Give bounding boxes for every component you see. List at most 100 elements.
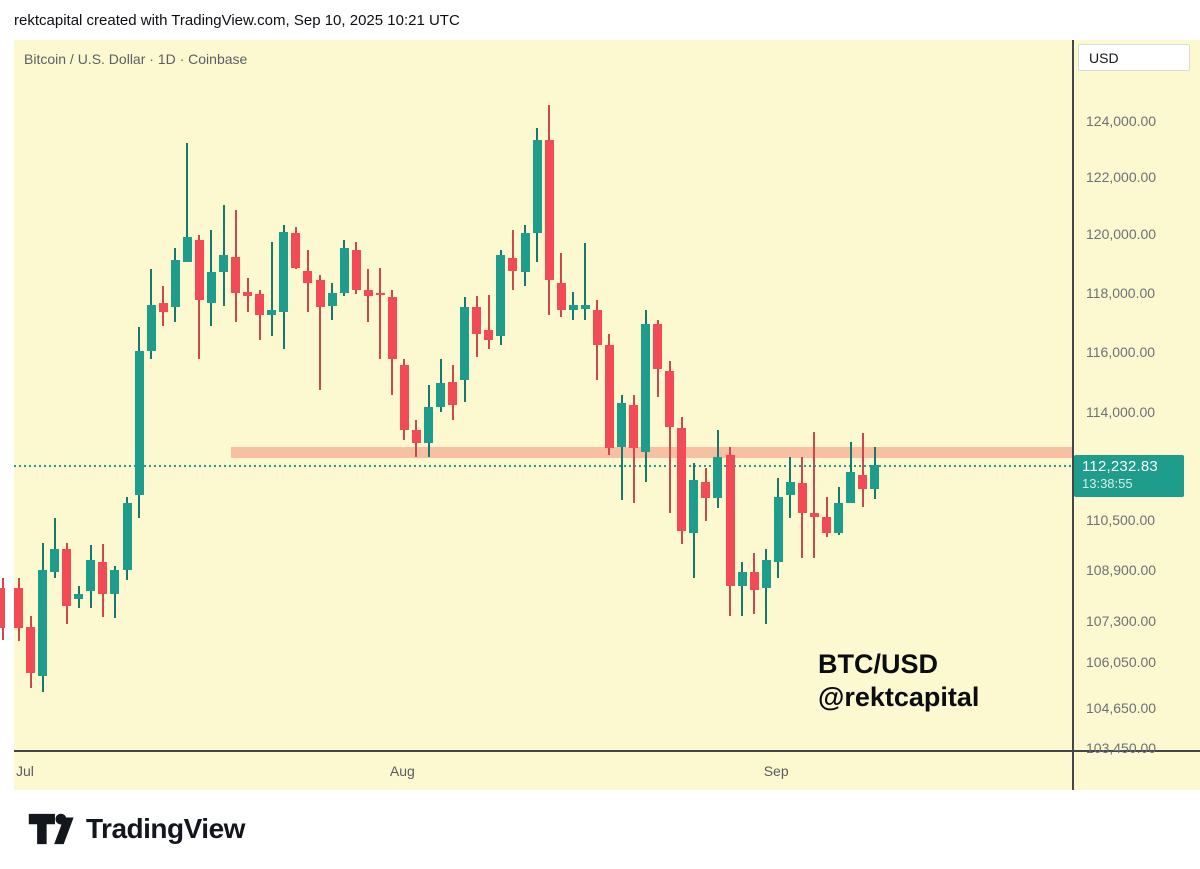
candle [26, 627, 36, 674]
last-price-value: 112,232.83 [1082, 457, 1158, 475]
candle [532, 140, 542, 233]
candle [424, 406, 434, 443]
candle [146, 304, 156, 352]
price-tick: 104,650.00 [1086, 699, 1157, 716]
candle [363, 289, 373, 296]
candle [315, 279, 325, 308]
candle [822, 516, 832, 533]
candle [62, 548, 72, 606]
candle [110, 569, 120, 594]
candle [496, 254, 506, 337]
candle [411, 430, 421, 443]
candle [74, 593, 84, 599]
price-tick: 106,050.00 [1086, 653, 1157, 670]
support-resistance-band[interactable] [231, 447, 1072, 459]
price-axis[interactable] [1074, 40, 1200, 752]
candle [219, 254, 229, 273]
candle [508, 257, 518, 272]
candle [436, 382, 446, 407]
price-tick: 110,500.00 [1086, 511, 1156, 528]
candle [641, 324, 651, 452]
candle [303, 271, 313, 283]
watermark-symbol: BTC/USD [818, 649, 938, 679]
candle [629, 405, 639, 449]
candle [580, 304, 590, 309]
candle [689, 480, 699, 533]
candle [38, 569, 48, 676]
candle [194, 239, 204, 300]
watermark-handle: @rektcapital [818, 682, 980, 712]
candle [387, 296, 397, 360]
candle [339, 247, 349, 293]
time-tick: Sep [763, 763, 789, 779]
price-tick: 118,000.00 [1086, 284, 1156, 301]
candle [448, 381, 458, 406]
candle-wick [379, 268, 382, 360]
price-tick: 114,000.00 [1086, 403, 1156, 420]
candle [460, 307, 470, 380]
watermark: BTC/USD @rektcapital [818, 648, 979, 714]
candle [86, 560, 96, 592]
candle [231, 256, 241, 293]
candle [809, 513, 819, 517]
price-tick: 122,000.00 [1086, 169, 1157, 186]
attribution-text: rektcapital created with TradingView.com… [14, 12, 460, 29]
candle [604, 345, 614, 449]
candle [134, 351, 144, 496]
candle [351, 249, 361, 290]
clipped-candle [0, 588, 5, 628]
candle-wick [584, 242, 587, 320]
candle [50, 548, 60, 573]
candle [870, 465, 880, 489]
candle [399, 365, 409, 431]
candle [206, 272, 216, 303]
bar-countdown: 13:38:55 [1082, 475, 1133, 491]
candle [834, 502, 844, 534]
candle-wick [319, 275, 321, 391]
candle [761, 560, 771, 588]
candle-wick [632, 394, 635, 503]
time-axis-border [14, 750, 1200, 752]
candle-wick [53, 517, 56, 579]
price-tick: 108,900.00 [1086, 562, 1157, 579]
plot-area[interactable] [14, 40, 1072, 752]
candle [158, 302, 168, 312]
candle [617, 403, 626, 448]
time-tick: Jul [16, 763, 34, 779]
price-tick: 120,000.00 [1086, 226, 1157, 243]
candle [14, 587, 23, 629]
candle [858, 475, 868, 489]
candle-wick [741, 561, 744, 616]
price-tick: 107,300.00 [1086, 613, 1157, 630]
symbol-title: Bitcoin / U.S. Dollar · 1D · Coinbase [24, 51, 248, 67]
candle [556, 282, 566, 310]
price-tick: 124,000.00 [1086, 113, 1157, 129]
candle [98, 561, 108, 594]
candle [677, 428, 687, 531]
candle [568, 305, 578, 310]
candle [737, 572, 747, 586]
candle-wick [270, 241, 273, 337]
candle [653, 324, 663, 370]
candle [665, 371, 675, 428]
candle-wick [668, 360, 671, 514]
candle [291, 232, 301, 269]
candle [182, 236, 192, 262]
candle [255, 294, 265, 315]
candle [785, 482, 795, 496]
currency-toggle[interactable]: USD [1078, 44, 1190, 71]
candle [327, 292, 337, 307]
candle-wick [861, 433, 864, 508]
candle [773, 497, 783, 562]
candle-wick [487, 294, 490, 349]
candle [544, 140, 554, 280]
time-axis[interactable] [14, 752, 1072, 790]
candle [375, 292, 385, 295]
candle [472, 307, 482, 335]
candle [170, 259, 180, 308]
candle [701, 482, 711, 499]
candle [725, 455, 735, 586]
candle [592, 309, 602, 346]
candle [749, 571, 759, 590]
